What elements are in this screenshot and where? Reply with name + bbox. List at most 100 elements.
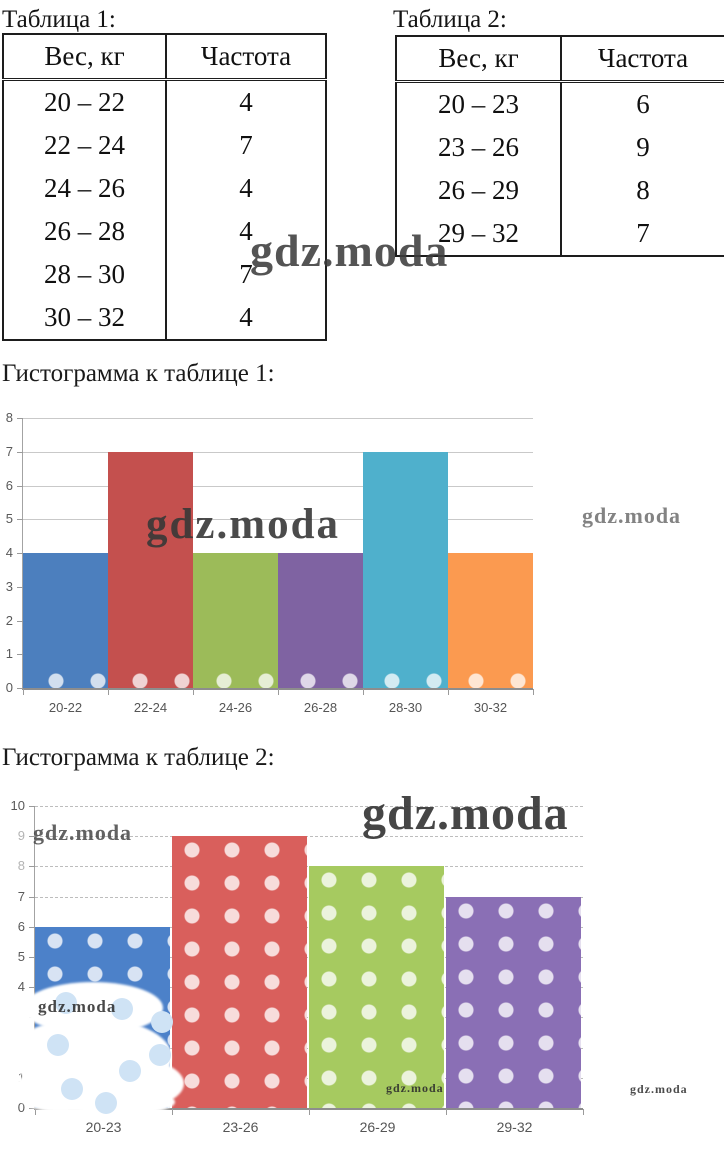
table-cell: 20 – 23 <box>396 81 562 126</box>
x-axis-tick <box>35 1109 36 1115</box>
table-row: 26 – 28 4 <box>3 210 326 253</box>
table-cell: 4 <box>239 216 253 246</box>
x-axis-label: 26-29 <box>359 1119 396 1135</box>
x-axis-tick <box>23 689 24 695</box>
x-axis-label: 23-26 <box>222 1119 259 1135</box>
table-cell: 24 – 26 <box>3 167 167 210</box>
table-cell: 4 <box>239 173 253 203</box>
x-axis-tick <box>278 689 279 695</box>
y-axis-tick <box>17 620 23 622</box>
table-cell: 30 – 32 <box>3 296 167 340</box>
gridline <box>23 485 533 487</box>
histogram-for-table-1: 0 1 2 3 4 5 6 7 8 20-22 22-24 24-26 26-28 28-30 30-32 <box>0 410 724 718</box>
table-row: 20 – 23 6 <box>396 81 724 126</box>
bar-28-30 <box>363 451 448 688</box>
y-axis-label: 0 <box>5 680 13 695</box>
y-axis-label: 6 <box>5 477 13 493</box>
bar-29-32 <box>446 896 581 1108</box>
y-axis-tick <box>17 451 23 453</box>
y-axis-label: 0 <box>17 1100 25 1115</box>
bar-26-29 <box>309 866 444 1108</box>
dot-artifact <box>95 1092 117 1114</box>
table-row: 28 – 30 7 <box>3 253 326 296</box>
watermark-gdz-moda: gdz.moda <box>582 503 682 528</box>
y-axis-tick <box>29 896 35 898</box>
column-header: Вес, кг <box>396 36 562 83</box>
dot-row-artifact <box>23 672 533 688</box>
y-axis-tick <box>17 519 23 521</box>
y-axis-tick <box>29 806 35 807</box>
table-row: 23 – 26 9 <box>396 126 724 169</box>
y-axis-tick <box>17 418 23 419</box>
y-axis-label: 3 <box>5 578 13 594</box>
watermark-gdz-moda: gdz.moda <box>38 997 117 1016</box>
gridline <box>23 418 533 419</box>
dot-artifact <box>47 1034 69 1056</box>
bar-26-28 <box>278 553 363 688</box>
table-cell: 28 – 30 <box>3 253 167 296</box>
table-cell: 6 <box>636 89 650 119</box>
x-axis-label: 20-23 <box>85 1119 122 1135</box>
y-axis-label: 8 <box>5 410 13 425</box>
watermark-gdz-moda: gdz.moda <box>146 501 340 548</box>
watermark-gdz-moda: gdz.moda <box>386 1081 444 1095</box>
x-axis-tick <box>363 689 364 695</box>
x-axis-label: 28-30 <box>388 700 423 715</box>
y-axis-label: 5 <box>5 511 13 527</box>
y-axis-tick <box>29 987 35 989</box>
y-axis-tick <box>29 957 35 958</box>
dot-artifact <box>55 992 77 1014</box>
y-axis-tick <box>29 836 35 838</box>
frequency-table-2: Вес, кг Частота 20 – 23 6 23 – 26 9 26 – 29 8 2… <box>395 35 724 257</box>
table-cell: 4 <box>239 87 253 117</box>
y-axis-tick <box>29 866 35 868</box>
bar-23-26 <box>172 836 307 1108</box>
x-axis-label: 30-32 <box>473 700 508 715</box>
y-axis-label: 8 <box>17 858 25 874</box>
table-row: 22 – 24 7 <box>3 124 326 167</box>
y-axis-tick <box>17 688 23 689</box>
gridline <box>35 806 583 807</box>
gridline <box>23 451 533 453</box>
x-axis-tick <box>108 689 109 695</box>
y-axis-label: 6 <box>17 918 25 934</box>
table-cell: 7 <box>239 130 253 160</box>
x-axis-tick <box>448 689 449 695</box>
table-cell: 29 – 32 <box>396 212 562 256</box>
y-axis-label: 5 <box>17 949 25 964</box>
y-axis-label: 4 <box>17 979 25 995</box>
table-cell: 4 <box>239 302 253 332</box>
x-axis-tick <box>446 1109 447 1115</box>
watermark-gdz-moda: gdz.moda <box>362 787 569 840</box>
x-axis-tick <box>583 1109 584 1115</box>
table-cell: 8 <box>636 175 650 205</box>
watermark-gdz-moda: gdz.moda <box>250 225 449 276</box>
table-header-row: Вес, кг Частота <box>396 36 724 83</box>
gridline <box>35 836 583 838</box>
table-row: 29 – 32 7 <box>396 212 724 256</box>
table-row: 26 – 29 8 <box>396 169 724 212</box>
x-axis-tick <box>193 689 194 695</box>
histogram-2-heading: Гистограмма к таблице 2: <box>2 744 275 771</box>
dot-artifact <box>149 1044 171 1066</box>
y-axis-label: 2 <box>5 612 13 628</box>
watermark-gdz-moda: gdz.moda <box>630 1082 688 1096</box>
table-1-title: Таблица 1: <box>2 6 116 33</box>
chart-plot-area: 0 1 2 3 4 5 6 7 8 20-22 22-24 24-26 26-28 28-30 30-32 <box>6 410 534 715</box>
bar-30-32 <box>448 553 533 688</box>
table-2-title: Таблица 2: <box>393 6 507 33</box>
x-axis-tick <box>309 1109 310 1115</box>
dot-artifact <box>61 1078 83 1100</box>
table-row: 24 – 26 4 <box>3 167 326 210</box>
table-cell: 9 <box>636 132 650 162</box>
y-axis-tick <box>17 553 23 554</box>
y-axis-tick <box>29 1108 35 1109</box>
y-axis-tick <box>17 586 23 588</box>
x-axis-tick <box>533 689 534 695</box>
dot-artifact <box>151 1011 173 1033</box>
bar-20-22 <box>23 553 108 688</box>
table-cell: 20 – 22 <box>3 79 167 124</box>
frequency-table-1: Вес, кг Частота 20 – 22 4 22 – 24 7 24 – 26 4 2… <box>2 33 327 341</box>
bar-22-24 <box>108 451 193 688</box>
